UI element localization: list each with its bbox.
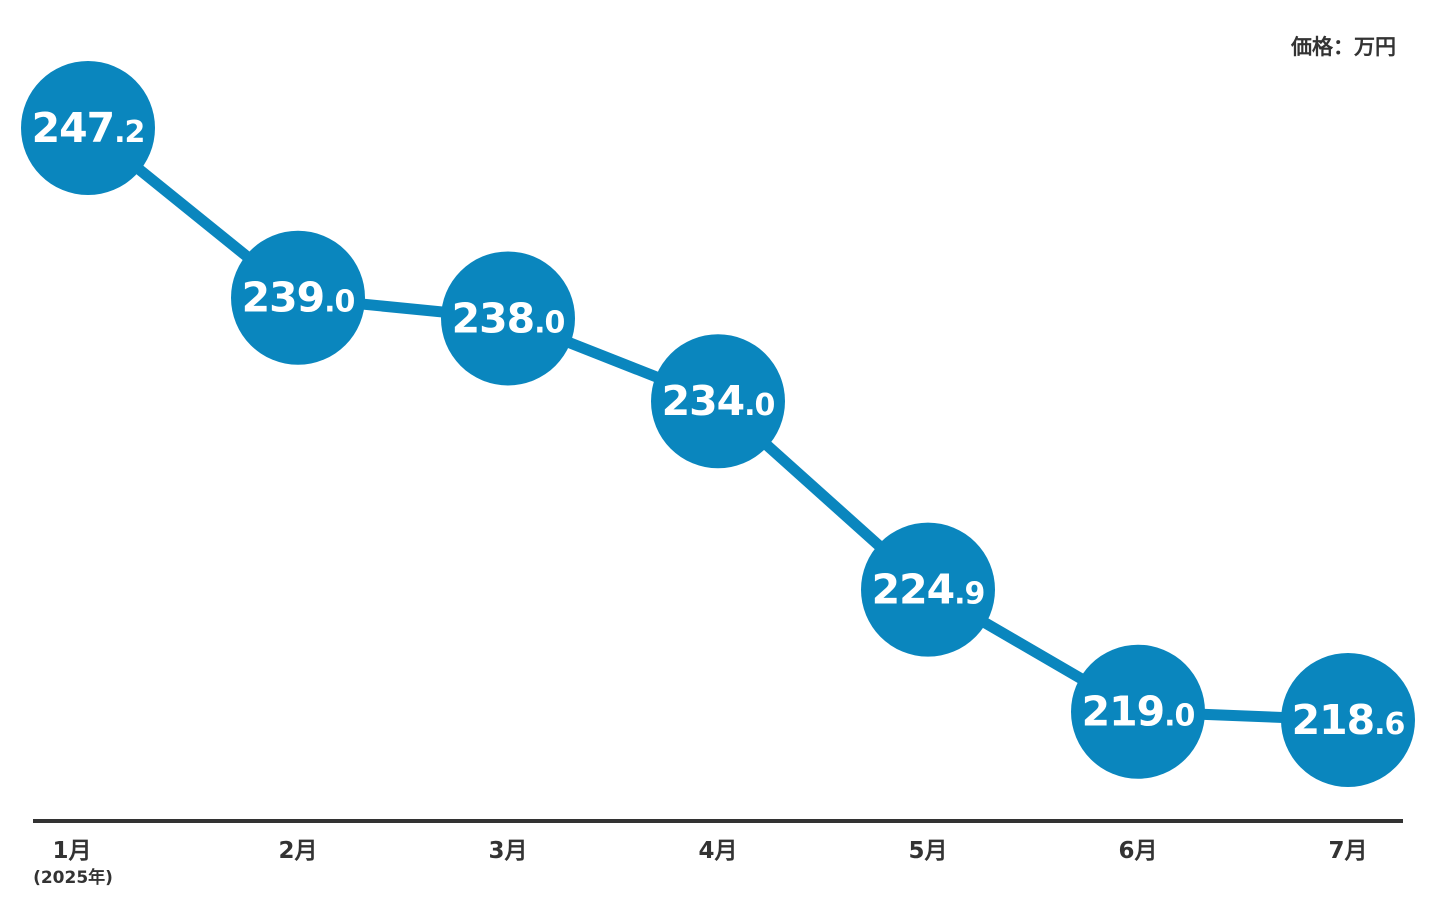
x-tick-note: (2025年) <box>33 867 113 888</box>
data-point-marker <box>1071 644 1205 779</box>
x-tick-label: 4月 <box>698 838 737 864</box>
data-point-marker <box>231 230 365 365</box>
x-tick-label: 1月 <box>52 838 91 864</box>
data-point-marker <box>21 61 155 195</box>
data-label: 219.0 <box>1082 688 1195 736</box>
unit-label: 価格：万円 <box>1291 35 1396 59</box>
data-label: 224.9 <box>872 566 985 614</box>
series-points: 247.2 239.0 238.0 234.0 224.9 219.0 218.6 <box>21 61 1415 788</box>
x-tick-label: 7月 <box>1328 838 1367 864</box>
data-point-marker <box>441 251 575 386</box>
x-tick-label: 6月 <box>1118 838 1157 864</box>
data-label: 247.2 <box>32 104 145 152</box>
x-tick-label: 3月 <box>488 838 527 864</box>
x-axis-labels: 1月 2月 3月 4月 5月 6月 7月 (2025年) <box>33 838 1367 888</box>
data-point-marker <box>861 522 995 657</box>
data-label: 234.0 <box>662 377 775 425</box>
x-tick-label: 5月 <box>908 838 947 864</box>
data-label: 239.0 <box>242 274 355 322</box>
data-point-marker <box>1281 653 1415 788</box>
data-label: 218.6 <box>1292 696 1405 744</box>
x-tick-label: 2月 <box>278 838 317 864</box>
data-label: 238.0 <box>452 294 565 342</box>
data-point-marker <box>651 334 785 469</box>
